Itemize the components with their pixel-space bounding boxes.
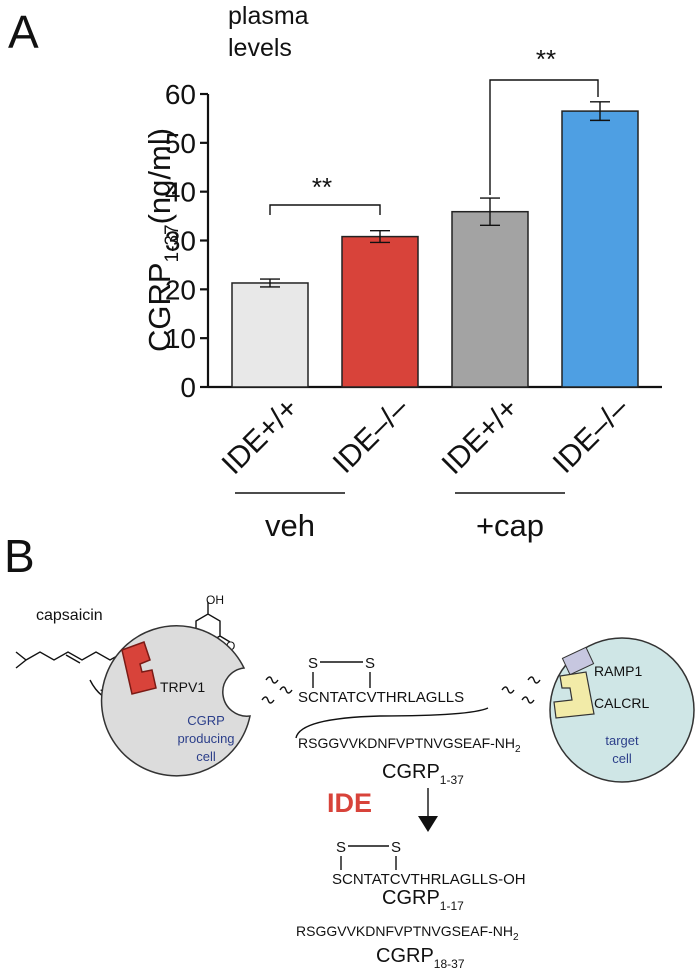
name-sub: 18-37 [434,957,465,971]
cell-label: cell [196,749,216,764]
y-label-text: CGRP [142,262,177,352]
atom-label: O [226,639,235,653]
error-bar [260,278,280,288]
annotation: plasma [228,2,309,30]
y-label-unit: (ng/ml) [142,128,177,224]
disulfide-bond [340,845,397,870]
squiggles [261,676,541,704]
panel-label: A [8,6,39,58]
error-bar [480,197,500,227]
disulfide-bond [312,661,371,688]
sulfur: S [336,839,346,856]
name-text: CGRP [382,761,440,783]
y-label-sub: 1-37 [162,224,183,262]
enzyme-label: IDE [327,788,372,818]
receptor-label: CALCRL [594,695,649,711]
y-tick-label: 60 [165,79,196,110]
name-sub: 1-17 [440,899,464,913]
bracket [489,79,599,195]
trpv1-receptor [121,641,157,695]
cell-label: cell [612,751,632,766]
sequence-sub: 2 [515,744,521,755]
y-tick-label: 20 [165,274,196,305]
peptide-name: CGRP1-37 [382,761,464,787]
bar [231,282,309,388]
cell-label: producing [177,731,234,746]
atom-label: OH [206,593,224,607]
name-text: CGRP [382,887,440,909]
y-tick-label: 50 [165,128,196,159]
peptide-name: CGRP1-17 [382,887,464,913]
bar [451,210,529,388]
y-tick-label: 0 [180,372,196,403]
arrow-head [418,816,438,832]
name-text: CGRP [376,945,434,967]
error-bar [370,230,390,244]
annotation: levels [228,34,292,62]
calcrl [553,671,595,719]
sequence-text: RSGGVVKDNFVPTNVGSEAF-NH [296,923,513,939]
bracket [269,204,381,215]
sulfur: S [365,655,375,672]
producing-cell [100,625,251,777]
group-label: veh [265,508,315,543]
sequence: SCNTATCVTHRLAGLLS [298,689,464,706]
sulfur: S [391,839,401,856]
bar [561,110,639,388]
sequence: RSGGVVKDNFVPTNVGSEAF-NH2 [296,923,519,943]
name-sub: 1-37 [440,773,464,787]
group-label: +cap [476,508,544,543]
x-tick-label: IDE+/+ [216,392,305,481]
bar [341,235,419,388]
sulfur: S [308,655,318,672]
significance: ** [536,44,556,74]
y-tick-label: 40 [165,177,196,208]
cell-label: target [605,733,639,748]
chain-link [295,707,489,739]
receptor-label: RAMP1 [594,663,642,679]
y-tick-label: 30 [165,226,196,257]
error-bar [590,101,610,122]
sequence: RSGGVVKDNFVPTNVGSEAF-NH2 [298,735,521,755]
sequence-text: RSGGVVKDNFVPTNVGSEAF-NH [298,735,515,751]
x-tick-label: IDE–/– [327,391,415,479]
sequence-sub: 2 [513,932,519,943]
significance: ** [312,172,332,202]
cell-label: CGRP [187,713,225,728]
y-tick-label: 10 [165,323,196,354]
receptor-label: TRPV1 [160,679,205,695]
y-axis-label: CGRP1-37(ng/ml) [142,128,183,352]
panel-label: B [4,530,35,582]
x-tick-label: IDE+/+ [436,392,525,481]
x-tick-label: IDE–/– [547,391,635,479]
ramp1 [561,646,595,676]
compound-label: capsaicin [36,607,103,624]
peptide-name: CGRP18-37 [376,945,465,971]
sequence: SCNTATCVTHRLAGLLS-OH [332,871,526,888]
